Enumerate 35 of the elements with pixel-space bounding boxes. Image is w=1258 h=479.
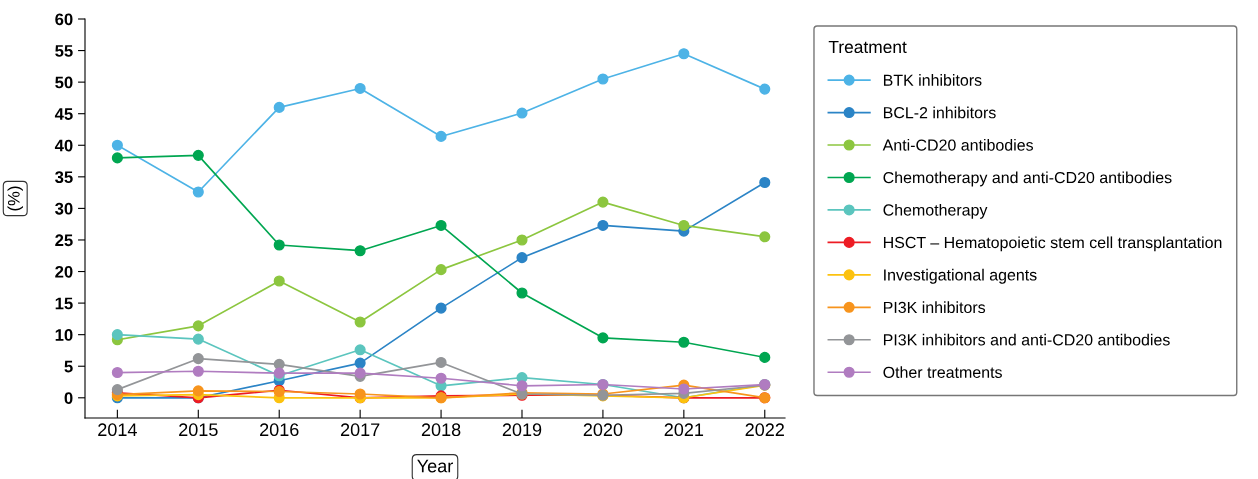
legend-label: BTK inhibitors <box>883 74 982 86</box>
x-axis-title: Year <box>417 459 453 473</box>
y-tick-label: 20 <box>55 265 73 278</box>
y-tick-label: 40 <box>54 139 73 152</box>
y-tick-label: 60 <box>55 13 73 26</box>
x-tick-label: 2018 <box>421 423 461 437</box>
y-tick-label: 15 <box>55 297 73 310</box>
legend-label: PI3K inhibitors and anti-CD20 antibodies <box>883 333 1170 346</box>
legend-label: Other treatments <box>883 366 1002 378</box>
legend-label: HSCT – Hematopoietic stem cell transplantation <box>883 236 1222 252</box>
y-tick-label: 5 <box>64 360 73 373</box>
legend-label: BCL-2 inhibitors <box>883 106 996 119</box>
x-tick-label: 2014 <box>98 423 137 437</box>
x-tick-label: 2017 <box>340 423 380 437</box>
legend-label: Investigational agents <box>884 268 1037 284</box>
y-tick-label: 50 <box>55 76 73 89</box>
legend-label: Chemotherapy and anti-CD20 antibodies <box>883 171 1172 187</box>
y-tick-label: 25 <box>55 234 73 247</box>
legend-label: Anti-CD20 antibodies <box>882 139 1034 151</box>
x-tick-label: 2015 <box>179 423 218 437</box>
x-tick-label: 2019 <box>502 423 542 437</box>
y-tick-label: 30 <box>55 202 73 215</box>
legend-label: Chemotherapy <box>883 203 988 219</box>
y-tick-label: 10 <box>55 329 73 341</box>
x-tick-label: 2016 <box>260 423 299 437</box>
legend-label: PI3K inhibitors <box>883 301 986 314</box>
y-tick-label: 35 <box>55 171 73 184</box>
legend-title: Treatment <box>828 41 907 54</box>
x-tick-label: 2022 <box>745 423 784 437</box>
y-axis-title: (%) <box>7 186 23 211</box>
y-tick-label: 55 <box>55 45 73 57</box>
x-tick-label: 2021 <box>664 423 704 437</box>
x-tick-label: 2020 <box>583 423 623 437</box>
y-tick-label: 45 <box>54 108 73 120</box>
y-tick-label: 0 <box>64 392 73 404</box>
